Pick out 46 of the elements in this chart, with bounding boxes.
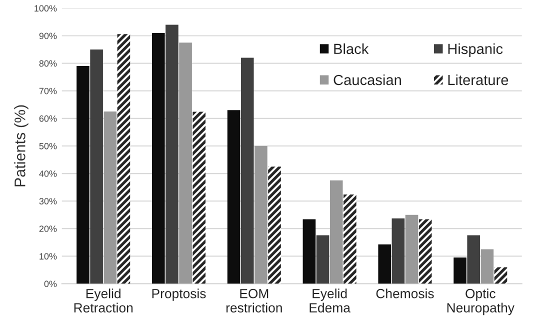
y-tick-label: 60% [39, 115, 57, 122]
y-tick-label: 10% [40, 253, 57, 260]
bar [302, 219, 316, 284]
x-tick-label: Optic Neuropathy [447, 288, 514, 316]
bar [152, 32, 165, 284]
bar [268, 166, 281, 284]
y-axis-title: Patients (%) [14, 105, 28, 186]
bar [240, 58, 254, 284]
bar [90, 50, 103, 284]
bar [467, 235, 480, 284]
bar [418, 219, 432, 284]
y-tick-label: 80% [39, 60, 57, 67]
bar [480, 249, 494, 284]
legend-label: Literature [448, 74, 508, 86]
bar [227, 110, 240, 284]
legend-label: Black [334, 43, 369, 54]
legend-label: Caucasian [334, 74, 401, 86]
x-tick-label: EOM restriction [226, 288, 282, 312]
y-tick-label: 50% [39, 142, 57, 150]
bar [166, 24, 178, 284]
bar [316, 235, 330, 284]
bar [76, 66, 90, 284]
bar [117, 34, 130, 284]
bar [192, 112, 206, 284]
y-tick-label: 90% [39, 32, 57, 40]
y-tick-label: 40% [39, 170, 57, 177]
x-tick-label: Proptosis [152, 288, 206, 301]
legend-label: Hispanic [448, 43, 503, 57]
bar [344, 194, 356, 284]
y-tick-label: 0% [44, 280, 57, 288]
x-tick-label: Chemosis [376, 288, 434, 298]
bar [494, 267, 508, 284]
bar [330, 180, 343, 284]
bar [454, 258, 466, 284]
bar [405, 214, 418, 284]
y-tick-label: 30% [39, 198, 57, 204]
y-tick-label: 100% [34, 5, 57, 12]
y-tick-label: 20% [39, 226, 57, 232]
bar [254, 146, 268, 284]
y-tick-label: 70% [39, 88, 57, 94]
bar [392, 218, 405, 284]
bar [104, 112, 117, 284]
x-tick-label: Eyelid Retraction [74, 288, 133, 312]
x-tick-label: Eyelid Edema [310, 288, 350, 312]
bar [179, 42, 192, 284]
bar [378, 244, 392, 284]
